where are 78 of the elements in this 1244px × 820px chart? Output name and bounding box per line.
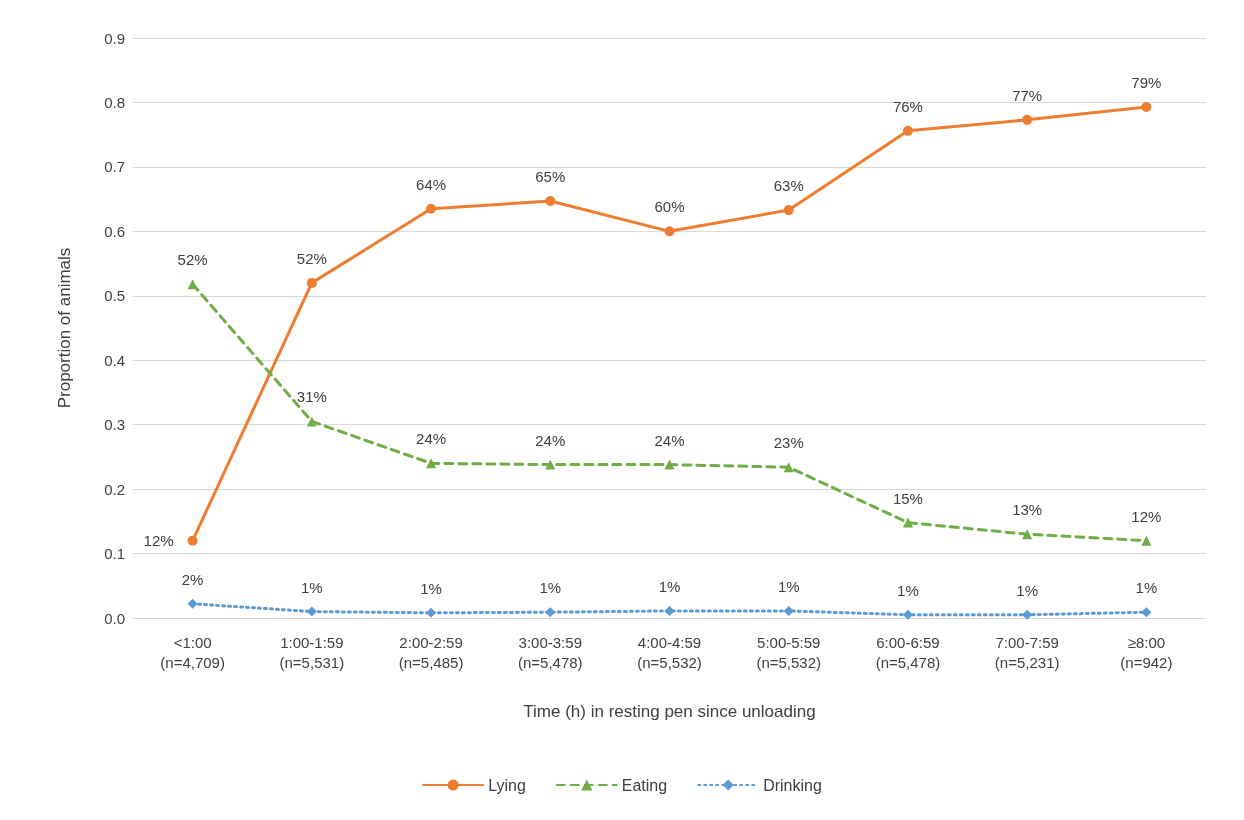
y-tick-label: 0.9 xyxy=(104,29,125,47)
point xyxy=(306,606,317,617)
point xyxy=(1141,607,1152,618)
data-label: 1% xyxy=(897,581,919,599)
x-tick-label: ≥8:00 (n=942) xyxy=(1120,633,1173,671)
x-tick-label: 1:00-1:59 (n=5,531) xyxy=(279,633,345,671)
data-label: 63% xyxy=(773,177,804,195)
data-label: 1% xyxy=(1016,581,1039,599)
data-label: 12% xyxy=(143,532,174,550)
data-label: 65% xyxy=(535,168,566,186)
data-label: 1% xyxy=(420,579,442,597)
data-label: 13% xyxy=(1012,501,1043,519)
point xyxy=(426,607,437,618)
y-tick-label: 0.6 xyxy=(104,222,125,240)
point xyxy=(1022,529,1033,540)
data-label: 24% xyxy=(416,430,447,448)
data-label: 24% xyxy=(654,431,685,449)
legend-label: Lying xyxy=(488,776,526,794)
data-label: 1% xyxy=(1135,579,1158,597)
point xyxy=(902,609,913,620)
data-label: 12% xyxy=(1131,507,1162,525)
data-label: 60% xyxy=(654,198,685,216)
point xyxy=(783,605,794,616)
point xyxy=(1141,535,1152,546)
point xyxy=(783,462,794,473)
data-label: 15% xyxy=(892,489,923,507)
point xyxy=(1022,609,1033,620)
data-label: 31% xyxy=(296,388,327,406)
data-label: 2% xyxy=(181,570,204,588)
point xyxy=(306,277,317,288)
data-label: 76% xyxy=(892,97,923,115)
legend-label: Eating xyxy=(621,776,668,794)
point xyxy=(902,125,913,136)
data-label: 77% xyxy=(1012,86,1043,104)
y-tick-label: 0.0 xyxy=(104,609,125,627)
point xyxy=(664,459,675,470)
x-tick-label: 6:00-6:59 (n=5,478) xyxy=(875,633,941,671)
y-tick-label: 0.3 xyxy=(104,416,125,434)
data-label: 23% xyxy=(773,434,804,452)
point xyxy=(187,279,198,290)
point xyxy=(306,416,317,427)
data-label: 79% xyxy=(1131,73,1162,91)
data-label: 1% xyxy=(539,579,562,597)
y-tick-label: 0.1 xyxy=(104,545,125,563)
point xyxy=(664,226,675,237)
data-label: 1% xyxy=(300,578,323,596)
y-tick-label: 0.5 xyxy=(104,287,125,305)
x-tick-label: 2:00-2:59 (n=5,485) xyxy=(398,633,464,671)
x-axis-title: Time (h) in resting pen since unloading xyxy=(523,702,816,721)
x-tick-label: <1:00 (n=4,709) xyxy=(160,633,225,671)
point xyxy=(426,458,437,469)
point xyxy=(664,605,675,616)
x-tick-label: 7:00-7:59 (n=5,231) xyxy=(994,633,1060,671)
data-label: 24% xyxy=(535,431,566,449)
point xyxy=(545,459,556,470)
y-tick-label: 0.7 xyxy=(104,158,125,176)
x-tick-label: 3:00-3:59 (n=5,478) xyxy=(517,633,583,671)
point xyxy=(1141,101,1152,112)
data-label: 52% xyxy=(177,251,208,269)
point xyxy=(545,607,556,618)
data-label: 64% xyxy=(416,175,447,193)
legend-label: Drinking xyxy=(763,776,822,794)
y-axis-title: Proportion of animals xyxy=(55,247,74,409)
y-tick-label: 0.2 xyxy=(104,480,125,498)
y-tick-label: 0.4 xyxy=(104,351,125,369)
data-label: 1% xyxy=(777,577,800,595)
point xyxy=(187,535,198,546)
point xyxy=(1022,114,1033,125)
point xyxy=(783,205,794,216)
point xyxy=(902,517,913,528)
x-tick-label: 4:00-4:59 (n=5,532) xyxy=(637,633,702,671)
point xyxy=(426,203,437,214)
point xyxy=(545,196,556,207)
y-tick-label: 0.8 xyxy=(104,93,125,111)
data-label: 52% xyxy=(296,249,327,267)
point xyxy=(187,598,198,609)
data-label: 1% xyxy=(658,577,681,595)
x-tick-label: 5:00-5:59 (n=5,532) xyxy=(756,633,822,671)
